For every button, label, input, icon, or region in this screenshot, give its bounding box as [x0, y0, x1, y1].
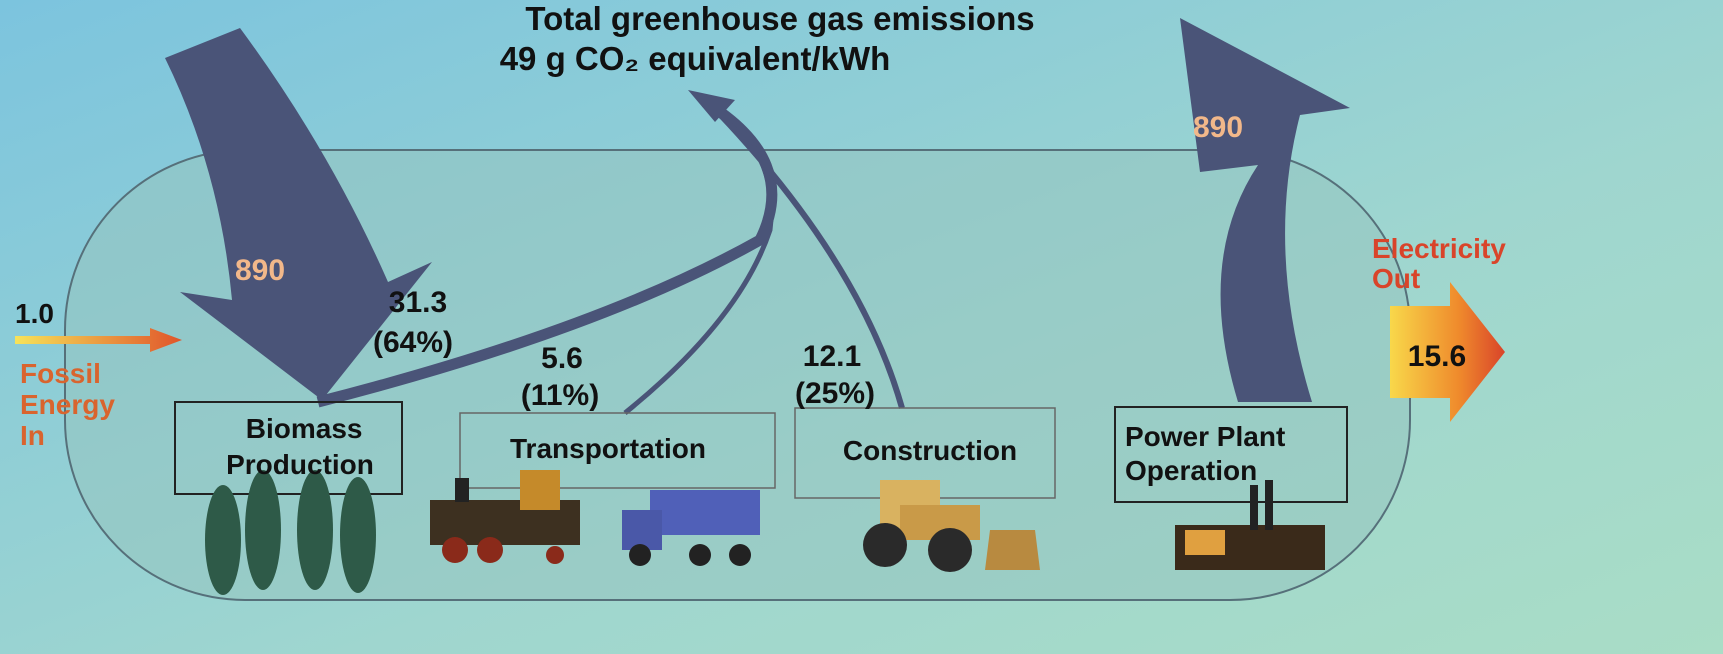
emission-value: 31.3: [389, 286, 447, 319]
emission-share: (64%): [373, 326, 453, 359]
diagram: Total greenhouse gas emissions 49 g CO₂ …: [0, 0, 1723, 654]
input-label-line: Energy: [20, 389, 115, 420]
emission-value: 5.6: [541, 342, 583, 375]
stage-label: Transportation: [510, 433, 706, 464]
uptake-value: 890: [235, 254, 285, 287]
output-label-line: Electricity: [1372, 233, 1506, 264]
output-value: 15.6: [1408, 340, 1466, 373]
stage-label-line: Operation: [1125, 455, 1257, 486]
stage-label-line: Production: [226, 449, 374, 480]
output-label-line: Out: [1372, 263, 1420, 294]
stage-label-line: Power Plant: [1125, 421, 1285, 452]
stage-label-line: Biomass: [246, 413, 363, 444]
emission-share: (11%): [521, 379, 599, 412]
input-label-line: In: [20, 420, 45, 451]
emission-value: 12.1: [803, 340, 861, 373]
input-label-line: Fossil: [20, 358, 101, 389]
title: Total greenhouse gas emissions: [525, 0, 1034, 37]
emission-share: (25%): [795, 377, 875, 410]
subtitle: 49 g CO₂ equivalent/kWh: [500, 40, 891, 77]
input-value: 1.0: [15, 298, 54, 329]
stage-label: Construction: [843, 435, 1017, 466]
release-value: 890: [1193, 111, 1243, 144]
